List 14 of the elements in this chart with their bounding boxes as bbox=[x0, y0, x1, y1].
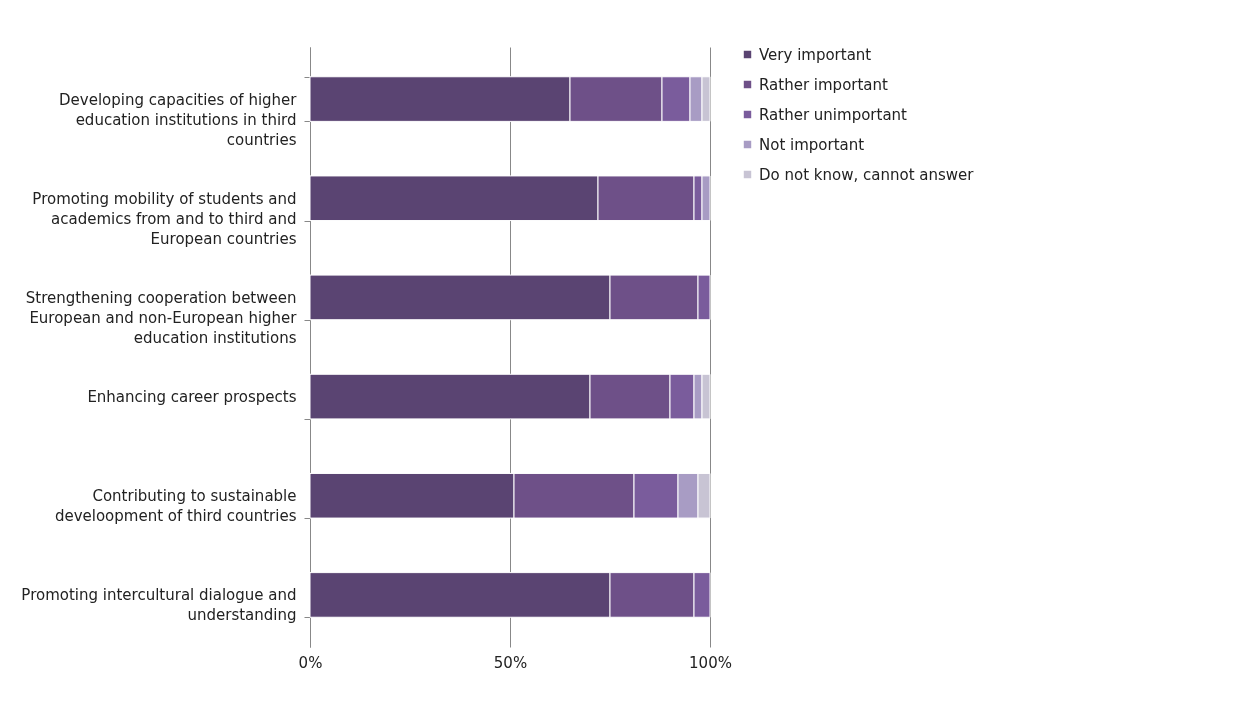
y-tick-label: Enhancing career prospects bbox=[87, 388, 297, 407]
legend-label: Very important bbox=[759, 45, 872, 64]
x-tick-label: 50% bbox=[493, 653, 528, 672]
legend-label: Not important bbox=[759, 135, 865, 154]
x-tick-label: 0% bbox=[298, 653, 323, 672]
y-tick-label: Developing capacities of higher education institutions in third countries bbox=[59, 90, 298, 149]
legend-label: Rather unimportant bbox=[759, 105, 908, 124]
y-tick-label: Strengthening cooperation between European and non-European higher education institutions bbox=[25, 288, 298, 347]
y-tick-label: Contributing to sustainable develoopment of third countries bbox=[54, 487, 297, 526]
legend-label: Rather important bbox=[759, 75, 889, 94]
y-tick-label: Promoting mobility of students and academics from and to third and European countries bbox=[32, 189, 297, 248]
x-tick-label: 100% bbox=[689, 653, 732, 672]
legend-label: Do not know, cannot answer bbox=[759, 165, 975, 184]
y-tick-label: Promoting intercultural dialogue and understanding bbox=[21, 586, 297, 625]
